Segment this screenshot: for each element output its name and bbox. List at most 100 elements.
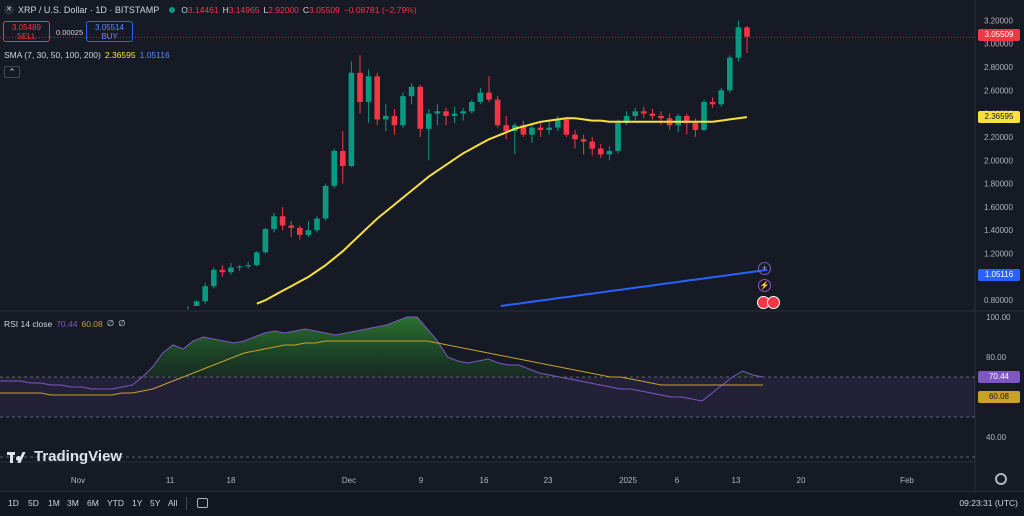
candle-body: [202, 286, 208, 302]
candle-body: [529, 127, 535, 135]
price-axis-tick: 0.80000: [984, 296, 1013, 305]
price-axis-tick: 3.00000: [984, 40, 1013, 49]
candle-body: [417, 86, 423, 129]
candle-body: [211, 269, 217, 287]
candle-body: [675, 115, 681, 126]
open-value: 3.14461: [187, 5, 219, 15]
buy-button[interactable]: 3.05514 BUY: [86, 21, 133, 42]
event-flag-icon-2[interactable]: [767, 296, 780, 309]
time-axis-tick: Nov: [71, 476, 85, 485]
candle-body: [563, 119, 570, 135]
candle-body: [658, 115, 664, 119]
rsi-label[interactable]: RSI 14 close: [4, 318, 53, 329]
candle-body: [288, 225, 294, 228]
sell-button[interactable]: 3.05489 SELL: [3, 21, 50, 42]
candle-body: [305, 230, 312, 235]
rsi-ma-value: 60.08: [81, 318, 103, 329]
symbol-icon: ✕: [4, 5, 14, 15]
sma-yellow-value: 2.36595: [104, 50, 136, 60]
candle-body: [580, 139, 587, 142]
timeframe-1y[interactable]: 1Y: [132, 498, 143, 508]
candle-body: [632, 111, 638, 116]
candle-body: [520, 125, 527, 135]
candle-body: [254, 252, 260, 266]
timeframe-1d[interactable]: 1D: [8, 498, 19, 508]
spread-value: 0.00025: [56, 28, 84, 37]
timeframe-3m[interactable]: 3M: [67, 498, 79, 508]
timeframe-ytd[interactable]: YTD: [107, 498, 124, 508]
time-axis-tick: 11: [166, 476, 175, 485]
rsi-axis-tick: 100.00: [986, 313, 1011, 322]
buy-price: 3.05514: [95, 23, 124, 32]
gear-icon[interactable]: [995, 473, 1007, 485]
sma-label[interactable]: SMA (7, 30, 50, 100, 200): [4, 50, 101, 60]
chart-canvas[interactable]: 3.200003.000002.800002.600002.400002.200…: [0, 0, 1024, 491]
rsi-axis-tick: 40.00: [986, 433, 1007, 442]
sma-blue-line: [500, 268, 768, 307]
timeframe-all[interactable]: All: [168, 498, 178, 508]
time-axis-tick: 18: [227, 476, 236, 485]
close-label: C: [302, 5, 310, 15]
rsi-extra-1: ∅: [106, 318, 115, 328]
rsi-extra-2: ∅: [118, 318, 126, 328]
timeframe-1m[interactable]: 1M: [48, 498, 60, 508]
candle-body: [236, 266, 243, 268]
candle-body: [400, 96, 406, 126]
price-axis-tick: 3.20000: [984, 16, 1013, 25]
current-price-tag: 3.05509: [978, 29, 1020, 41]
tradingview-logo[interactable]: TradingView: [7, 448, 122, 465]
candle-body: [555, 119, 561, 128]
close-value: 3.05509: [309, 5, 340, 15]
price-axis-tick: 2.20000: [984, 133, 1013, 142]
candle-body: [193, 301, 200, 306]
candle-body: [486, 92, 492, 100]
candle-body: [451, 113, 458, 116]
candle-body: [469, 101, 475, 112]
candle-body: [340, 150, 346, 167]
candle-body: [701, 101, 707, 130]
rsi-axis-tick: 80.00: [986, 353, 1007, 362]
candle-body: [477, 92, 484, 102]
candle-body: [572, 134, 578, 140]
price-axis-tick: 2.80000: [984, 63, 1013, 72]
candle-body: [271, 216, 277, 230]
price-axis-tick: 2.00000: [984, 156, 1013, 165]
time-axis-tick: Feb: [900, 476, 914, 485]
candle-body: [494, 99, 501, 126]
time-axis-tick: 13: [732, 476, 741, 485]
price-axis-tick: 1.20000: [984, 250, 1013, 259]
logo-text: TradingView: [34, 448, 123, 465]
candle-body: [228, 267, 234, 273]
candle-body: [443, 111, 449, 116]
low-value: 2.92000: [268, 5, 299, 15]
rsi-value: 70.44: [56, 318, 78, 329]
timeframe-5y[interactable]: 5Y: [150, 498, 161, 508]
rsi-band: [0, 377, 975, 417]
candle-body: [546, 127, 552, 130]
candle-body: [365, 76, 372, 102]
event-plus-icon[interactable]: +: [758, 262, 771, 275]
candle-body: [314, 218, 320, 231]
calendar-range-icon[interactable]: [197, 498, 208, 508]
chevron-up-icon[interactable]: ⌃: [4, 66, 20, 78]
candle-body: [331, 150, 337, 186]
candle-body: [735, 27, 742, 58]
timeframe-5d[interactable]: 5D: [28, 498, 39, 508]
candle-body: [709, 101, 716, 105]
candle-body: [245, 265, 251, 267]
rsi-ma-tag: 60.08: [978, 391, 1020, 403]
rsi-ma-line: [0, 340, 763, 396]
timeframe-6m[interactable]: 6M: [87, 498, 99, 508]
timeframe-toolbar: 1D 5D 1M 3M 6M YTD 1Y 5Y All 09:23:31 (U…: [0, 491, 1024, 516]
symbol-title[interactable]: XRP / U.S. Dollar · 1D · BITSTAMP: [18, 5, 160, 15]
candle-body: [322, 185, 329, 219]
candle-body: [297, 227, 303, 235]
change-value: −0.08781 (−2.79%): [343, 5, 417, 15]
sma-yellow-tag: 2.36595: [978, 111, 1020, 123]
rsi-overbought-fill: [0, 317, 763, 377]
sma-blue-value: 1.05116: [139, 50, 170, 60]
utc-clock[interactable]: 09:23:31 (UTC): [959, 498, 1018, 508]
candle-body: [374, 76, 380, 120]
event-lightning-icon[interactable]: ⚡: [758, 279, 771, 292]
